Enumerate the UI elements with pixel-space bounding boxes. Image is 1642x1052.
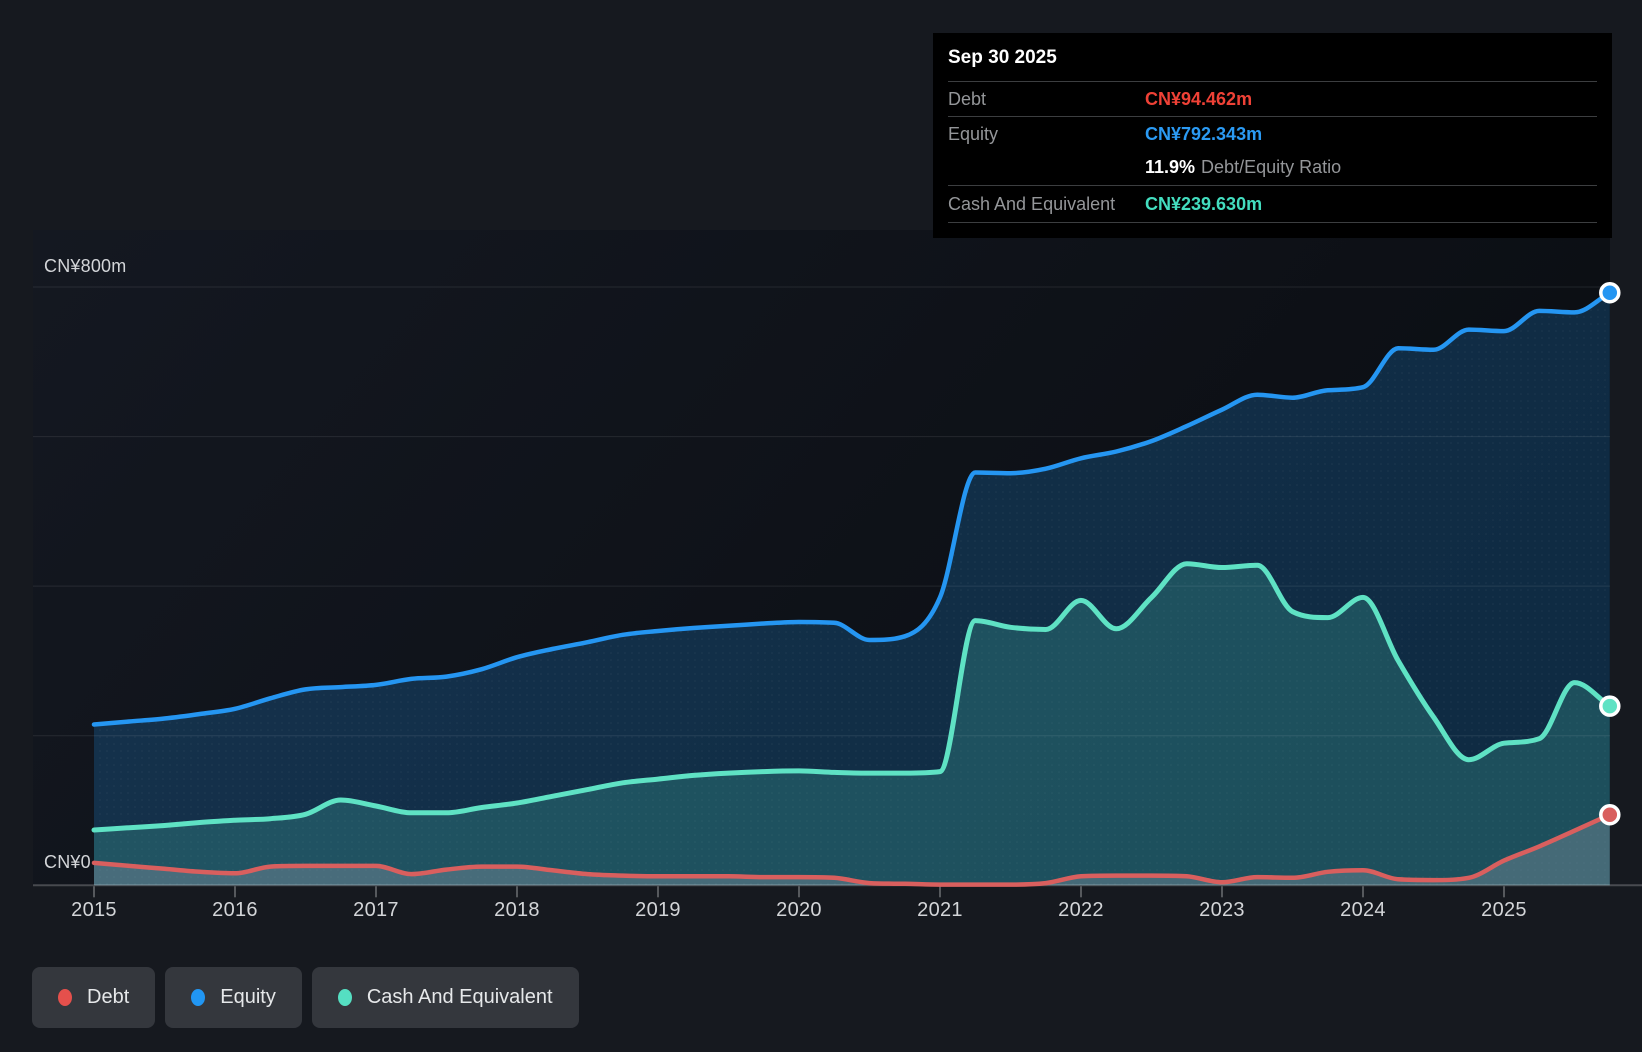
tooltip-equity-label: Equity (948, 124, 999, 144)
x-axis-label-2023: 2023 (1199, 899, 1245, 921)
legend-dot-icon (337, 989, 352, 1006)
equity-endpoint-marker[interactable] (1599, 281, 1621, 304)
cash-and-equivalent-area (94, 563, 1610, 886)
legend-dot-icon (58, 989, 72, 1006)
x-axis-label-2016: 2016 (212, 899, 258, 921)
x-axis-label-2020: 2020 (776, 899, 822, 921)
chart-legend: Debt Equity Cash And Equivalent (32, 967, 579, 1028)
cash-and-equivalent-line (91, 561, 1613, 833)
x-axis-label-2025: 2025 (1481, 899, 1527, 921)
y-axis-label-800m: CN¥800m (44, 256, 127, 276)
x-axis-label-2017: 2017 (353, 899, 399, 921)
tooltip-cash-value: CN¥239.630m (1145, 194, 1263, 214)
x-axis-label-2019: 2019 (635, 899, 681, 921)
tooltip-row-debt: Debt CN¥94.462m (948, 81, 1597, 116)
x-axis-label-2015: 2015 (71, 899, 117, 921)
tooltip-equity-value: CN¥792.343m (1145, 124, 1263, 144)
y-axis-label-0: CN¥0 (44, 852, 91, 872)
tooltip-row-ratio: 11.9% Debt/Equity Ratio (948, 152, 1597, 185)
hover-tooltip: Sep 30 2025 Debt CN¥94.462m Equity CN¥79… (933, 33, 1612, 238)
legend-chip-cash-and-equivalent[interactable]: Cash And Equivalent (311, 967, 579, 1028)
tooltip-debt-label: Debt (948, 89, 987, 109)
x-axis-label-2018: 2018 (494, 899, 540, 921)
tooltip-debt-value: CN¥94.462m (1145, 89, 1253, 109)
x-axis-label-2024: 2024 (1340, 899, 1386, 921)
tooltip-cash-label: Cash And Equivalent (948, 194, 1116, 214)
cash-and-equivalent-endpoint-marker[interactable] (1599, 695, 1621, 717)
legend-chip-debt[interactable]: Debt (32, 967, 156, 1028)
legend-label: Debt (87, 986, 130, 1008)
x-axis-label-2021: 2021 (917, 899, 963, 921)
legend-label: Equity (220, 986, 276, 1008)
x-axis-label-2022: 2022 (1058, 899, 1104, 921)
tooltip-ratio-value: 11.9% (1145, 157, 1196, 177)
tooltip-date: Sep 30 2025 (948, 47, 1057, 68)
tooltip-row-cash: Cash And Equivalent CN¥239.630m (948, 185, 1597, 222)
tooltip-ratio-label: Debt/Equity Ratio (1201, 157, 1342, 177)
legend-chip-equity[interactable]: Equity (165, 967, 302, 1028)
legend-label: Cash And Equivalent (366, 986, 553, 1008)
legend-dot-icon (191, 989, 206, 1006)
tooltip-row-equity: Equity CN¥792.343m (948, 116, 1597, 152)
equity-line (91, 290, 1613, 727)
debt-endpoint-marker[interactable] (1599, 803, 1621, 826)
debt-line (91, 812, 1613, 887)
